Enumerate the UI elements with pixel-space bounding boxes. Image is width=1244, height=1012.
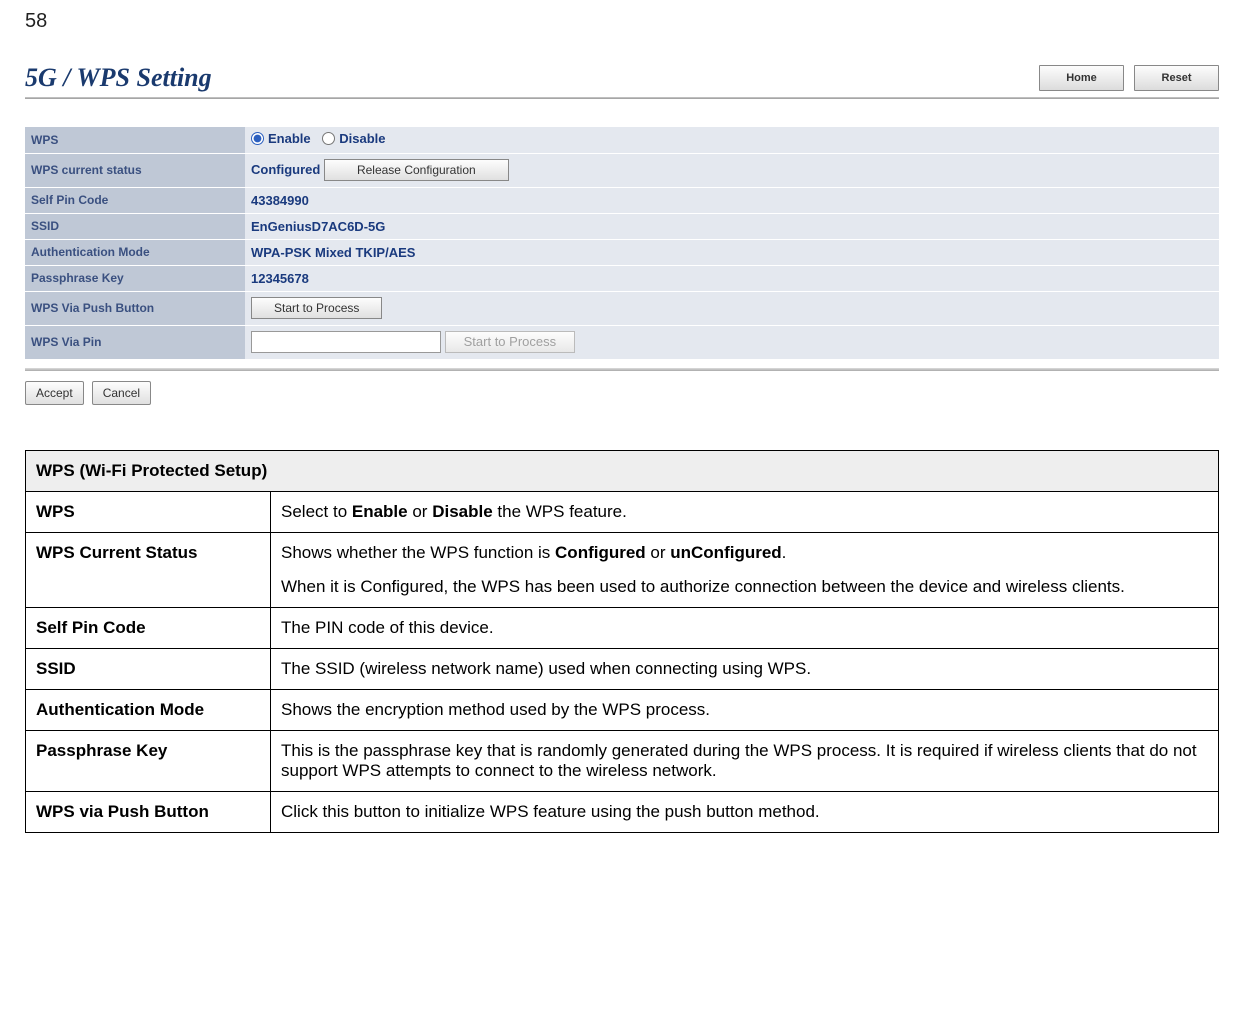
doc-row-label: WPS	[26, 491, 271, 532]
radio-enable-wrap[interactable]: Enable	[251, 131, 311, 146]
value-ssid: EnGeniusD7AC6D-5G	[245, 213, 1219, 239]
doc-row-label: SSID	[26, 648, 271, 689]
start-process-push-button[interactable]: Start to Process	[251, 297, 382, 319]
value-authmode: WPA-PSK Mixed TKIP/AES	[245, 239, 1219, 265]
doc-header: WPS (Wi-Fi Protected Setup)	[26, 450, 1219, 491]
label-status: WPS current status	[25, 153, 245, 187]
doc-row-desc: This is the passphrase key that is rando…	[271, 730, 1219, 791]
doc-row-desc: Shows whether the WPS function is Config…	[271, 532, 1219, 607]
doc-row-desc: The SSID (wireless network name) used wh…	[271, 648, 1219, 689]
reset-button[interactable]: Reset	[1134, 65, 1219, 91]
radio-disable-wrap[interactable]: Disable	[322, 131, 385, 146]
row-status: WPS current status Configured Release Co…	[25, 153, 1219, 187]
radio-enable-label: Enable	[268, 131, 311, 146]
row-authmode: Authentication Mode WPA-PSK Mixed TKIP/A…	[25, 239, 1219, 265]
value-wps: Enable Disable	[245, 127, 1219, 153]
value-viapin: Start to Process	[245, 325, 1219, 359]
label-pushbtn: WPS Via Push Button	[25, 291, 245, 325]
page-number: 58	[25, 10, 1219, 33]
cancel-button[interactable]: Cancel	[92, 381, 151, 405]
doc-row: WPS via Push ButtonClick this button to …	[26, 791, 1219, 832]
row-viapin: WPS Via Pin Start to Process	[25, 325, 1219, 359]
doc-row-desc: The PIN code of this device.	[271, 607, 1219, 648]
doc-row-desc: Shows the encryption method used by the …	[271, 689, 1219, 730]
status-text: Configured	[251, 162, 320, 177]
doc-row-desc: Click this button to initialize WPS feat…	[271, 791, 1219, 832]
bottom-buttons: Accept Cancel	[25, 381, 1219, 405]
label-wps: WPS	[25, 127, 245, 153]
doc-row: SSIDThe SSID (wireless network name) use…	[26, 648, 1219, 689]
radio-disable[interactable]	[322, 132, 335, 145]
section-divider	[25, 368, 1219, 371]
start-process-pin-button: Start to Process	[445, 331, 575, 353]
value-selfpin: 43384990	[245, 187, 1219, 213]
label-selfpin: Self Pin Code	[25, 187, 245, 213]
value-passkey: 12345678	[245, 265, 1219, 291]
title-divider	[25, 97, 1219, 99]
doc-row: Passphrase KeyThis is the passphrase key…	[26, 730, 1219, 791]
radio-enable[interactable]	[251, 132, 264, 145]
doc-row-label: WPS Current Status	[26, 532, 271, 607]
doc-row-label: Passphrase Key	[26, 730, 271, 791]
header-buttons: Home Reset	[1039, 65, 1219, 91]
row-wps: WPS Enable Disable	[25, 127, 1219, 153]
release-config-button[interactable]: Release Configuration	[324, 159, 509, 181]
doc-row: WPSSelect to Enable or Disable the WPS f…	[26, 491, 1219, 532]
accept-button[interactable]: Accept	[25, 381, 84, 405]
doc-row-label: Authentication Mode	[26, 689, 271, 730]
page-header: 5G / WPS Setting Home Reset	[25, 63, 1219, 93]
row-passkey: Passphrase Key 12345678	[25, 265, 1219, 291]
label-viapin: WPS Via Pin	[25, 325, 245, 359]
doc-header-row: WPS (Wi-Fi Protected Setup)	[26, 450, 1219, 491]
doc-row-desc: Select to Enable or Disable the WPS feat…	[271, 491, 1219, 532]
value-status: Configured Release Configuration	[245, 153, 1219, 187]
doc-table: WPS (Wi-Fi Protected Setup) WPSSelect to…	[25, 450, 1219, 833]
config-table: WPS Enable Disable WPS current status Co…	[25, 127, 1219, 360]
label-passkey: Passphrase Key	[25, 265, 245, 291]
home-button[interactable]: Home	[1039, 65, 1124, 91]
radio-disable-label: Disable	[339, 131, 385, 146]
label-ssid: SSID	[25, 213, 245, 239]
value-pushbtn: Start to Process	[245, 291, 1219, 325]
doc-row: Authentication ModeShows the encryption …	[26, 689, 1219, 730]
doc-row: Self Pin CodeThe PIN code of this device…	[26, 607, 1219, 648]
label-authmode: Authentication Mode	[25, 239, 245, 265]
doc-row: WPS Current StatusShows whether the WPS …	[26, 532, 1219, 607]
row-ssid: SSID EnGeniusD7AC6D-5G	[25, 213, 1219, 239]
doc-row-label: Self Pin Code	[26, 607, 271, 648]
row-selfpin: Self Pin Code 43384990	[25, 187, 1219, 213]
row-pushbtn: WPS Via Push Button Start to Process	[25, 291, 1219, 325]
pin-input[interactable]	[251, 331, 441, 353]
doc-row-label: WPS via Push Button	[26, 791, 271, 832]
page-title: 5G / WPS Setting	[25, 63, 212, 93]
